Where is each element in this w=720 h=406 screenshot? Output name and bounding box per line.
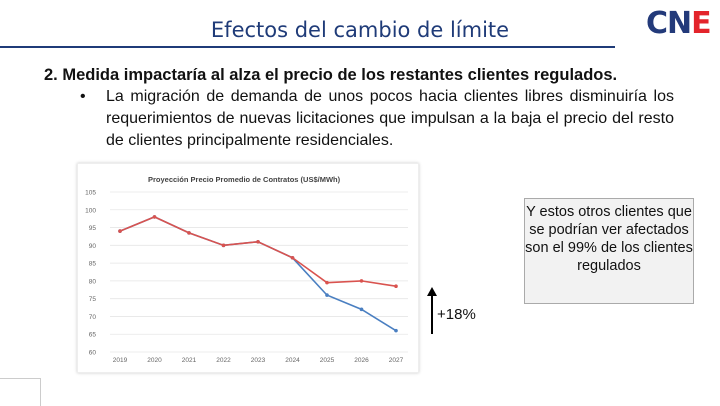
series-line <box>119 216 397 332</box>
data-point <box>290 255 295 260</box>
x-tick-label: 2019 <box>113 357 128 364</box>
y-tick-label: 65 <box>89 332 97 339</box>
data-point <box>325 280 329 285</box>
data-point <box>359 307 364 312</box>
title-rule <box>0 46 615 48</box>
point-heading: 2. Medida impactaría al alza el precio d… <box>44 66 618 84</box>
data-point <box>187 231 191 235</box>
y-tick-label: 85 <box>89 261 97 268</box>
up-arrow-icon <box>427 287 437 334</box>
x-tick-label: 2021 <box>182 357 197 364</box>
y-tick-label: 90 <box>89 243 97 250</box>
x-tick-label: 2020 <box>147 357 162 364</box>
x-tick-label: 2026 <box>354 357 369 364</box>
x-tick-label: 2025 <box>320 357 335 364</box>
bullet-mark: • <box>80 88 86 105</box>
x-tick-label: 2022 <box>216 357 231 364</box>
data-point <box>359 279 364 283</box>
data-point <box>394 284 398 289</box>
page-title: Efectos del cambio de límite <box>210 18 510 42</box>
y-tick-label: 60 <box>89 350 97 357</box>
y-tick-label: 70 <box>89 314 97 321</box>
data-point <box>118 229 122 233</box>
y-tick-label: 100 <box>85 207 96 214</box>
data-point <box>325 293 329 297</box>
increase-label: +18% <box>437 306 476 323</box>
logo-letter: C <box>646 6 668 41</box>
logo-text: CNE <box>646 6 712 41</box>
x-tick-label: 2023 <box>251 357 266 364</box>
y-tick-label: 105 <box>85 190 96 197</box>
price-projection-chart: Proyección Precio Promedio de Contratos … <box>77 163 419 373</box>
data-point <box>256 239 260 244</box>
chart-title: Proyección Precio Promedio de Contratos … <box>148 175 341 184</box>
chart-svg: Proyección Precio Promedio de Contratos … <box>85 175 408 364</box>
logo-letter: E <box>691 6 711 41</box>
x-tick-label: 2024 <box>285 357 300 364</box>
y-tick-label: 80 <box>89 278 97 285</box>
y-tick-label: 95 <box>89 225 97 232</box>
corner-decoration <box>0 378 41 406</box>
data-point <box>394 328 398 333</box>
x-tick-label: 2027 <box>389 357 404 364</box>
data-point <box>152 215 157 219</box>
note-box: Y estos otros clientes que se podrían ve… <box>524 198 694 304</box>
y-tick-label: 75 <box>89 296 97 303</box>
bullet-text: La migración de demanda de unos pocos ha… <box>106 88 674 149</box>
data-point <box>221 243 226 248</box>
logo-letter: N <box>667 6 692 41</box>
